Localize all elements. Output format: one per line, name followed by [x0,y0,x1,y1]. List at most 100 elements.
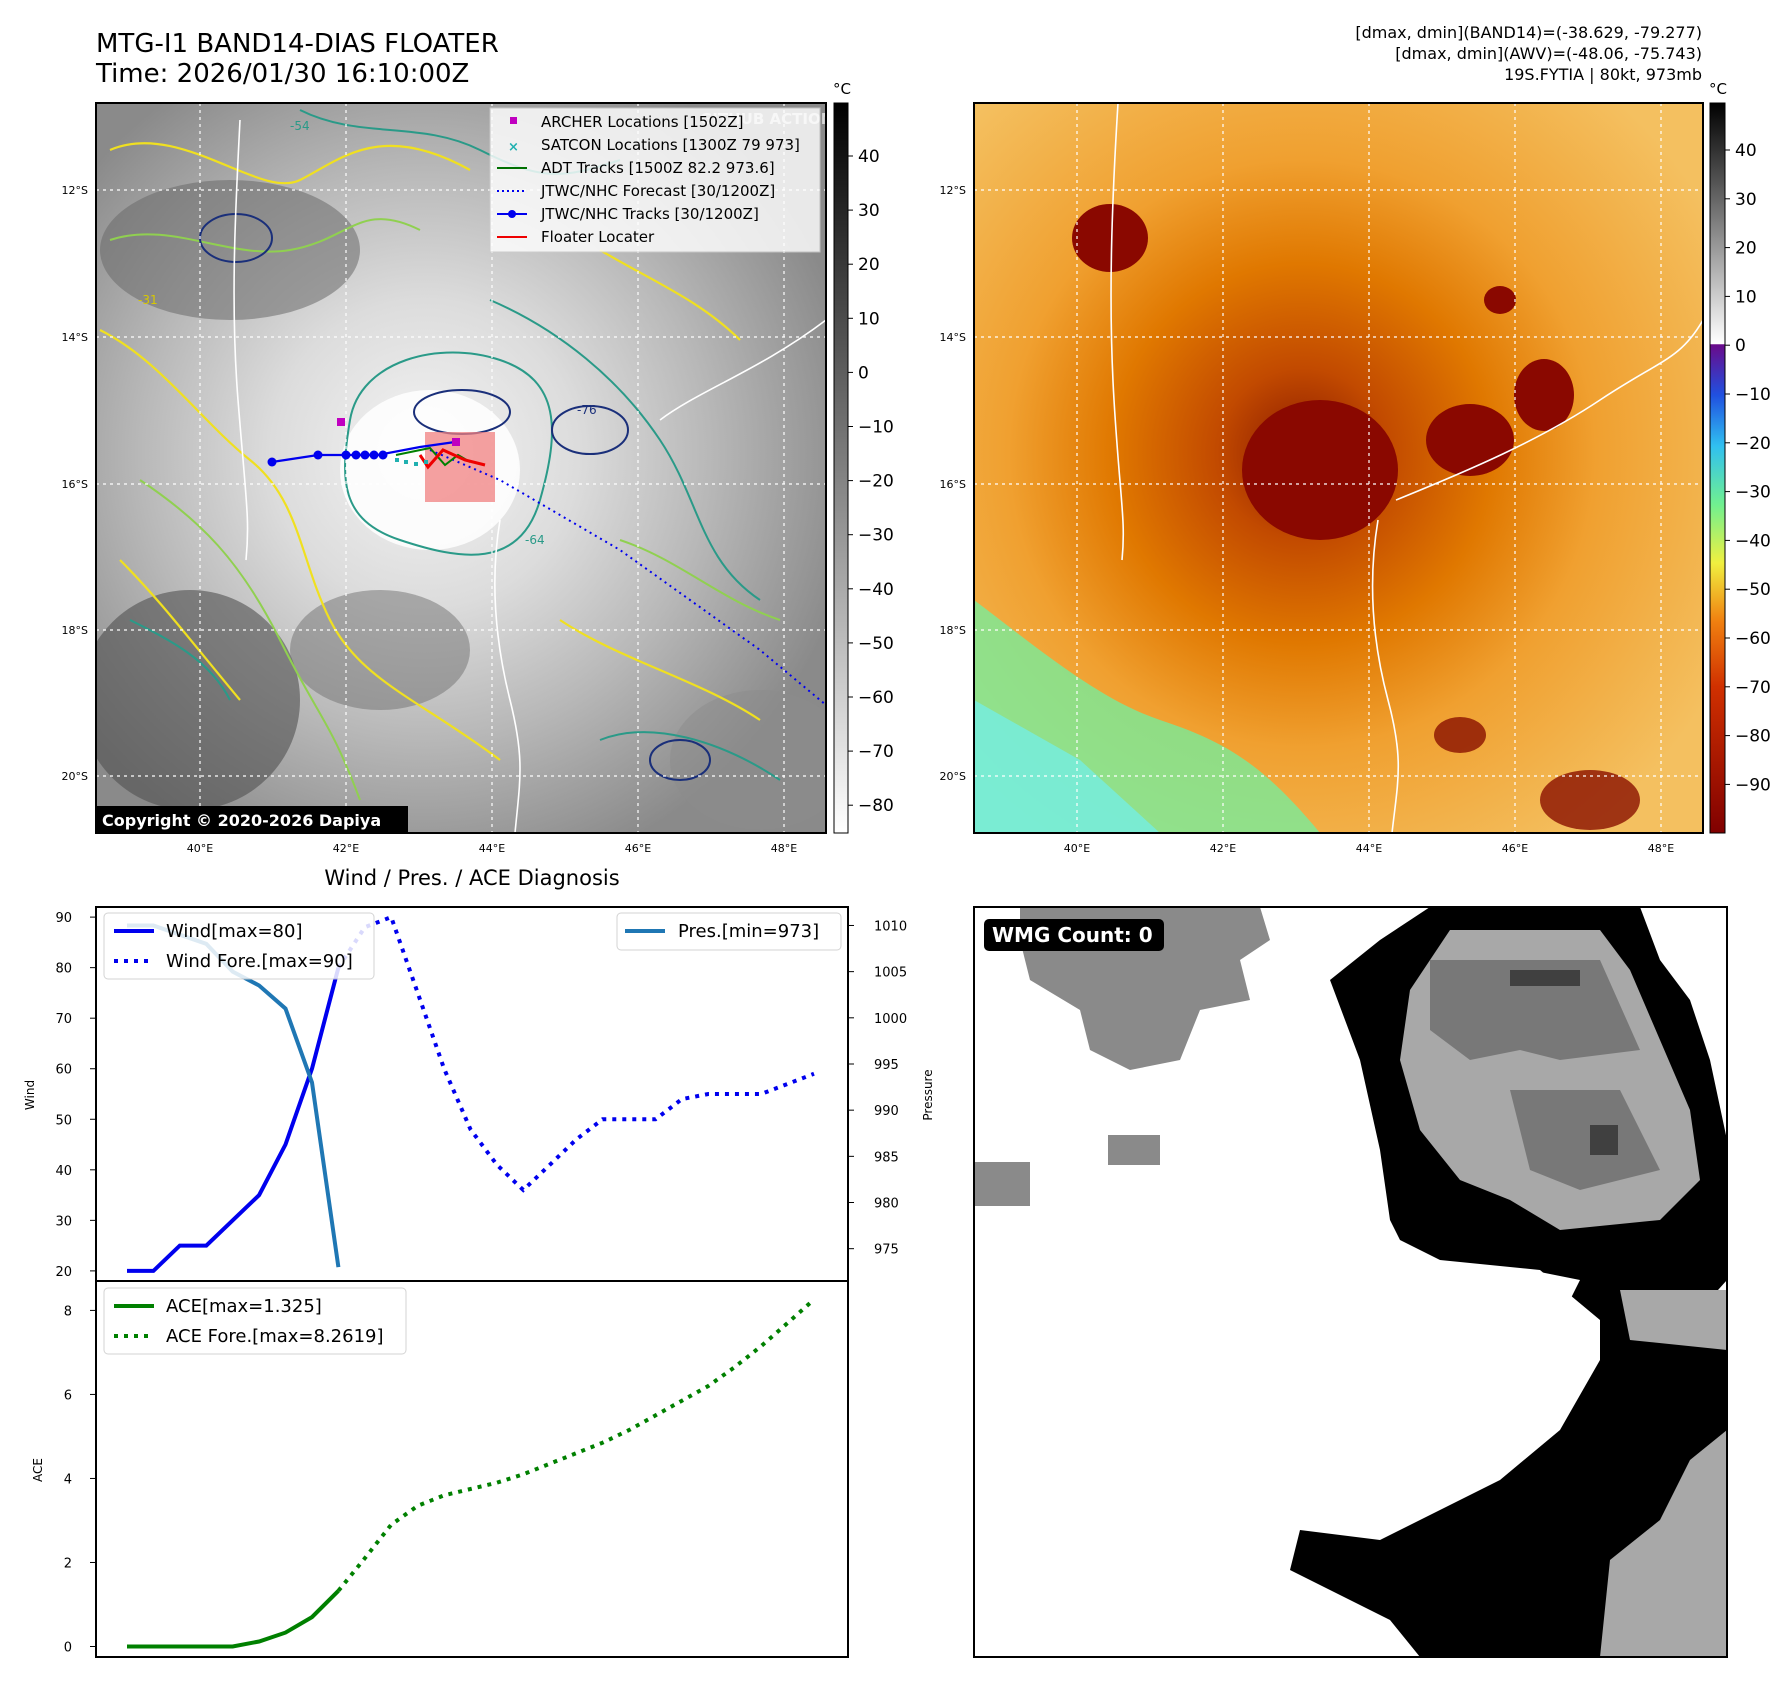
colorbar-tick-label: 0 [858,363,869,383]
legend-forecast-label: JTWC/NHC Forecast [30/1200Z] [540,182,775,200]
ace-ytick-label: 2 [64,1556,72,1571]
legend-wind-fore-label: Wind Fore.[max=90] [166,951,353,972]
wind-ytick-label: 30 [55,1214,72,1229]
wind-ytick-label: 50 [55,1113,72,1128]
colorbar-tick-label: −40 [1735,531,1771,551]
ace-ytick-label: 4 [64,1472,72,1487]
color-colorbar-unit: °C [1709,80,1727,98]
lat-label: 20°S [62,770,88,783]
copyright-badge [96,806,408,833]
copyright-text: Copyright © 2020-2026 Dapiya [102,811,381,830]
pressure-ytick-label: 980 [874,1197,899,1212]
color-lon-labels: 40°E 42°E 44°E 46°E 48°E [1064,842,1674,855]
contour-green [109,218,781,801]
lon-label: 40°E [187,842,213,855]
colorbar-tick-label: 40 [858,147,880,167]
lon-label: 44°E [479,842,505,855]
diagnosis-title: Wind / Pres. / ACE Diagnosis [324,866,619,890]
lat-label: 18°S [62,624,88,637]
lat-label: 16°S [940,478,966,491]
colorbar-tick-label: 30 [858,201,880,221]
wind-legend: Wind[max=80] Wind Fore.[max=90] [103,912,375,980]
colorbar-tick-label: −90 [1735,775,1771,795]
wind-ytick-label: 70 [55,1012,72,1027]
legend-ace-fore-label: ACE Fore.[max=8.2619] [166,1326,384,1347]
legend-satcon-label: SATCON Locations [1300Z 79 973] [541,136,800,154]
lon-label: 48°E [1648,842,1674,855]
colorbar-tick-label: −80 [858,796,894,816]
info-band14-range: [dmax, dmin](BAND14)=(-38.629, -79.277) [1355,23,1702,42]
colorbar-tick-label: −50 [858,634,894,654]
contour-label: -54 [290,119,310,133]
lon-label: 42°E [1210,842,1236,855]
wind-chart-series-0 [127,967,341,1273]
legend-pres-label: Pres.[min=973] [678,921,819,942]
wmg-frame [973,906,1728,1658]
pressure-ytick-label: 1000 [874,1012,907,1027]
map-legend: ARCHER Locations [1502Z] × SATCON Locati… [489,107,821,253]
legend-adt-label: ADT Tracks [1500Z 82.2 973.6] [541,159,775,177]
colorbar-tick-label: −10 [858,418,894,438]
gray-colorbar: °C 40 30 20 10 0 −10 −20 −30 −40 −50 −60 −70 −80 [833,80,894,834]
color-colorbar: °C 40 30 20 10 0 −10 −20 −30 −40 −50 −60 −70 −80 −90 [1709,80,1771,834]
legend-satcon-marker: × [508,140,519,155]
archer-point-2 [452,438,460,446]
info-awv-range: [dmax, dmin](AWV)=(-48.06, -75.743) [1395,44,1702,63]
ace-series [127,1298,816,1649]
coastline [1110,103,1703,833]
legend-ace-label: ACE[max=1.325] [166,1296,322,1317]
wmg-count-badge [984,919,1164,951]
lon-label: 44°E [1356,842,1382,855]
lat-label: 12°S [940,184,966,197]
ir-lon-labels: 40°E 42°E 44°E 46°E 48°E [187,842,797,855]
pressure-ytick-label: 990 [874,1104,899,1119]
colorbar-tick-label: −50 [1735,580,1771,600]
colorbar-tick-label: −30 [1735,483,1771,503]
pressure-legend: Pres.[min=973] [616,912,842,951]
lon-label: 42°E [333,842,359,855]
info-storm-summary: 19S.FYTIA | 80kt, 973mb [1504,65,1702,84]
colorbar-tick-label: 20 [858,255,880,275]
contour-label: -64 [525,533,545,547]
colorbar-tick-label: −60 [858,688,894,708]
pressure-ytick-label: 1010 [874,919,907,934]
ace-legend: ACE[max=1.325] ACE Fore.[max=8.2619] [103,1287,407,1355]
figure-time: Time: 2026/01/30 16:10:00Z [95,59,469,89]
legend-tracks-label: JTWC/NHC Tracks [30/1200Z] [540,205,759,223]
colorbar-tick-label: −60 [1735,629,1771,649]
contour-minus31 [99,142,761,761]
lat-label: 14°S [940,331,966,344]
map-grid [974,103,1703,833]
lat-label: 18°S [940,624,966,637]
colorbar-tick-label: −40 [858,580,894,600]
color-map-panel: 12°S 14°S 16°S 18°S 20°S 40°E 42°E 44°E … [940,102,1704,855]
colorbar-tick-label: 10 [1735,287,1757,307]
wind-ytick-label: 90 [55,911,72,926]
legend-archer-marker [510,117,517,124]
wmg-count-label: WMG Count: 0 [992,923,1153,947]
colorbar-tick-label: 0 [1735,336,1746,356]
ir-map-panel: -54 -31 -64 -76 GITHUB ACTION 2026 ARCHE… [62,102,827,855]
color-map-frame [973,102,1704,834]
wmg-panel: WMG Count: 0 [973,906,1728,1658]
pressure-axis: 975 980 985 990 995 1000 1005 1010 [848,919,907,1258]
lon-label: 46°E [625,842,651,855]
legend-tracks-dot [508,210,516,218]
ace-ytick-label: 8 [64,1304,72,1319]
color-lat-labels: 12°S 14°S 16°S 18°S 20°S [940,184,966,783]
lon-label: 46°E [1502,842,1528,855]
wind-axis: 20 30 40 50 60 70 80 90 [55,911,96,1280]
pressure-ytick-label: 995 [874,1058,899,1073]
jtwc-track-points [267,450,388,467]
ace-axis: 0 2 4 6 8 [64,1304,96,1655]
lat-label: 12°S [62,184,88,197]
legend-archer-label: ARCHER Locations [1502Z] [541,113,744,131]
eyewall-core [1242,400,1398,540]
colorbar-tick-label: −20 [858,472,894,492]
lat-label: 16°S [62,478,88,491]
contour-label: -31 [138,293,158,307]
colorbar-tick-label: 20 [1735,239,1757,259]
wind-ytick-label: 60 [55,1063,72,1078]
wmg-ring-mid [1430,960,1640,1060]
